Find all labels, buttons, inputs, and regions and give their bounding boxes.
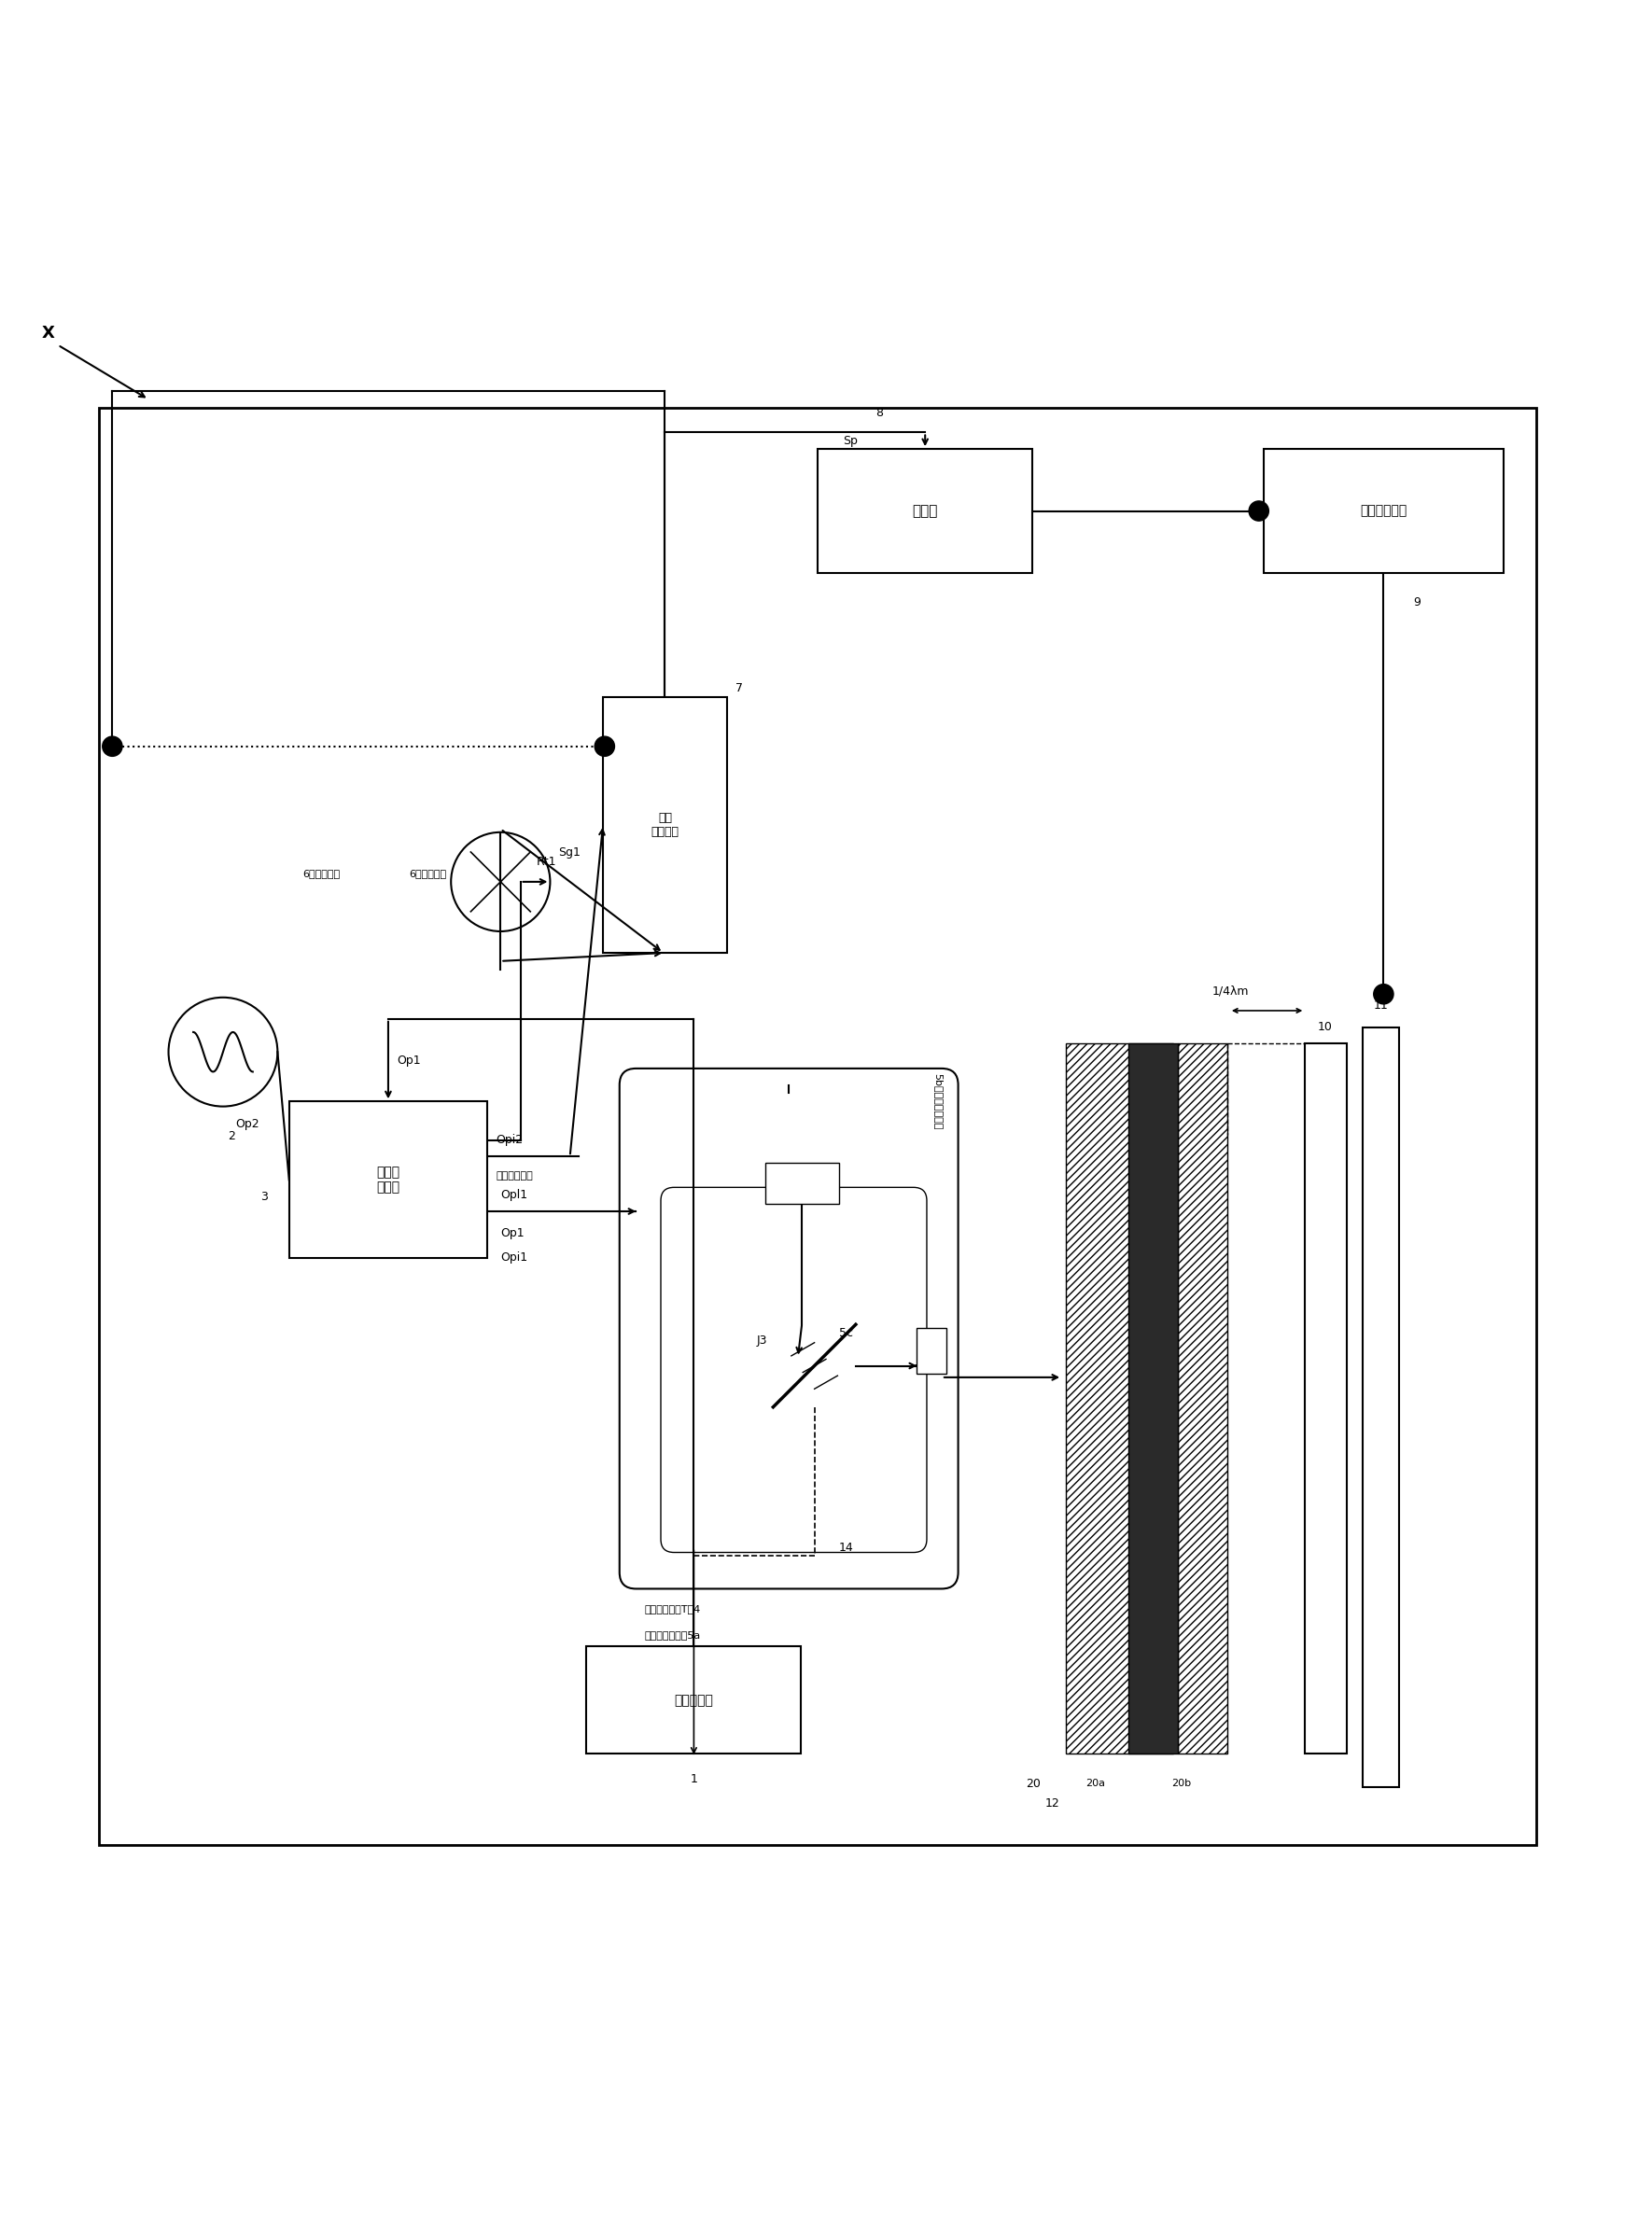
Text: Opi2: Opi2 xyxy=(496,1134,522,1147)
Text: 20: 20 xyxy=(1026,1778,1041,1789)
FancyBboxPatch shape xyxy=(661,1187,927,1552)
Text: 7: 7 xyxy=(735,682,743,695)
Text: 9: 9 xyxy=(1412,597,1421,608)
Text: 1: 1 xyxy=(691,1773,697,1784)
FancyBboxPatch shape xyxy=(917,1328,947,1375)
Text: Sg1: Sg1 xyxy=(558,845,580,859)
Bar xyxy=(1066,1044,1173,1753)
Text: 6（混频器）: 6（混频器） xyxy=(302,870,340,879)
FancyBboxPatch shape xyxy=(620,1069,958,1590)
Text: 信号
处理装置: 信号 处理装置 xyxy=(651,812,679,838)
Text: Sp: Sp xyxy=(843,434,857,447)
FancyBboxPatch shape xyxy=(818,449,1032,572)
Circle shape xyxy=(595,736,615,756)
Text: （自動图示仪T）4: （自動图示仪T）4 xyxy=(644,1603,700,1612)
Text: 6（混频器）: 6（混频器） xyxy=(408,870,446,879)
Bar xyxy=(1363,1026,1399,1787)
Circle shape xyxy=(1249,501,1269,521)
Bar xyxy=(1305,1044,1346,1753)
Text: 8: 8 xyxy=(876,407,884,418)
Text: 20b: 20b xyxy=(1171,1780,1191,1789)
Text: Opi1: Opi1 xyxy=(501,1252,527,1263)
Circle shape xyxy=(102,736,122,756)
Text: 反射波差信号: 反射波差信号 xyxy=(496,1172,532,1181)
Text: 计算机: 计算机 xyxy=(912,503,938,519)
Text: 5c: 5c xyxy=(839,1326,852,1339)
Text: 10: 10 xyxy=(1318,1022,1332,1033)
Circle shape xyxy=(1374,984,1393,1004)
Text: 载物台控制器: 载物台控制器 xyxy=(1360,505,1408,517)
Bar xyxy=(1178,1044,1227,1753)
Text: 5b（第二波导管）: 5b（第二波导管） xyxy=(933,1073,943,1129)
Text: Rt1: Rt1 xyxy=(537,856,557,868)
FancyBboxPatch shape xyxy=(765,1163,839,1203)
Text: Op2: Op2 xyxy=(236,1118,259,1129)
Text: 14: 14 xyxy=(839,1541,854,1554)
FancyBboxPatch shape xyxy=(99,407,1536,1845)
Text: 2: 2 xyxy=(228,1129,235,1143)
FancyBboxPatch shape xyxy=(586,1646,801,1753)
Text: X: X xyxy=(41,324,55,342)
Text: 20a: 20a xyxy=(1085,1780,1105,1789)
Text: 方向性
耦合器: 方向性 耦合器 xyxy=(377,1165,400,1194)
Bar xyxy=(1128,1044,1178,1753)
Text: （第一波导管）5a: （第一波导管）5a xyxy=(644,1630,700,1639)
Text: 12: 12 xyxy=(1046,1798,1059,1809)
FancyBboxPatch shape xyxy=(603,698,727,953)
Text: 脉冲激光器: 脉冲激光器 xyxy=(674,1693,714,1706)
Text: Opl1: Opl1 xyxy=(501,1190,527,1201)
Text: Op1: Op1 xyxy=(501,1228,524,1239)
Text: Op1: Op1 xyxy=(396,1053,420,1067)
Text: 3: 3 xyxy=(261,1190,268,1203)
Text: 1/4λm: 1/4λm xyxy=(1213,984,1249,997)
FancyBboxPatch shape xyxy=(289,1102,487,1259)
Text: J3: J3 xyxy=(757,1335,767,1346)
FancyBboxPatch shape xyxy=(1264,449,1503,572)
Text: 11: 11 xyxy=(1374,999,1388,1011)
